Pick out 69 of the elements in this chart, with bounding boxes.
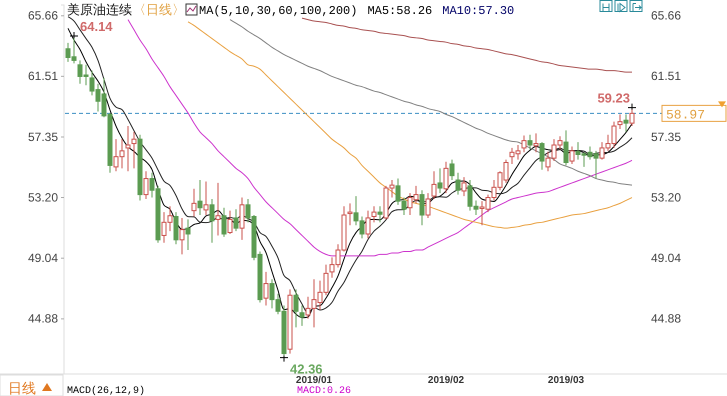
annotation: 59.23 [597,90,630,106]
y2-tick-label: 49.04 [28,251,58,266]
candlestick [186,218,190,251]
line-series [230,19,632,186]
y-tick-label: 53.20 [651,190,682,204]
candlestick [426,192,430,218]
y2-tick-label: 57.35 [28,130,58,144]
annotation: MA5:58.26 [367,4,432,18]
candlestick [348,202,352,226]
candlestick [618,114,622,130]
annotation: 42.36 [290,362,323,377]
y-tick-label: 49.04 [651,251,682,266]
candlestick [534,132,538,153]
candlestick [438,168,442,194]
candlestick [198,180,202,216]
candlestick [522,135,526,153]
x-tick-label: 2019/01 [296,375,333,386]
candlestick [456,172,460,196]
line-series [188,21,632,229]
annotation: 〈日线〉 [133,2,185,17]
candlestick [144,170,148,200]
candlestick [132,131,136,169]
candlestick [420,190,424,226]
candlestick [540,142,544,170]
candlestick [210,198,214,244]
candlestick [264,271,268,306]
candlestick [192,188,196,217]
x-tick-label: 2019/03 [548,375,585,386]
candlestick [240,197,244,240]
candlestick [126,126,130,172]
text: 日线 [8,380,36,396]
y-tick-label: 44.88 [651,312,682,326]
y2-tick-label: 53.20 [28,190,58,204]
chart-title: 美原油连续 [67,2,132,17]
candlestick [174,212,178,245]
candlestick [216,182,220,236]
candlestick [222,207,226,238]
x-tick-label: 2019/02 [428,375,465,386]
candlestick [366,210,370,239]
y2-tick-label: 44.88 [28,312,58,326]
annotation: MA10:57.30 [442,4,514,18]
y-tick-label: 61.51 [651,69,682,84]
candlestick [228,210,232,234]
candlestick [528,134,532,150]
candlestick [372,206,376,223]
candlestick [300,304,304,326]
candlestick [624,114,628,132]
y-tick-label: 65.66 [651,8,682,23]
annotation: MA(5,10,30,60,100,200) [199,4,358,18]
candlestick [234,208,238,232]
text: MACD:0.26 [297,386,352,396]
candlestick [378,206,382,223]
y-tick-label: 57.35 [651,130,682,144]
annotation: 64.14 [80,18,114,34]
candlestick [564,130,568,166]
candlestick [450,159,454,181]
candlestick [204,180,208,216]
text: MACD(26,12,9) [67,385,146,396]
candlestick [294,288,298,328]
y2-tick-label: 65.66 [28,8,58,23]
ref-line-label: 58.97 [666,107,706,122]
candlestick [570,146,574,164]
y2-tick-label: 61.51 [28,69,58,84]
candlestick [462,176,466,197]
candlestick [180,217,184,255]
line-series [302,18,632,73]
candlestick [444,161,448,194]
candlestick [432,170,436,200]
candlestick [630,109,634,127]
